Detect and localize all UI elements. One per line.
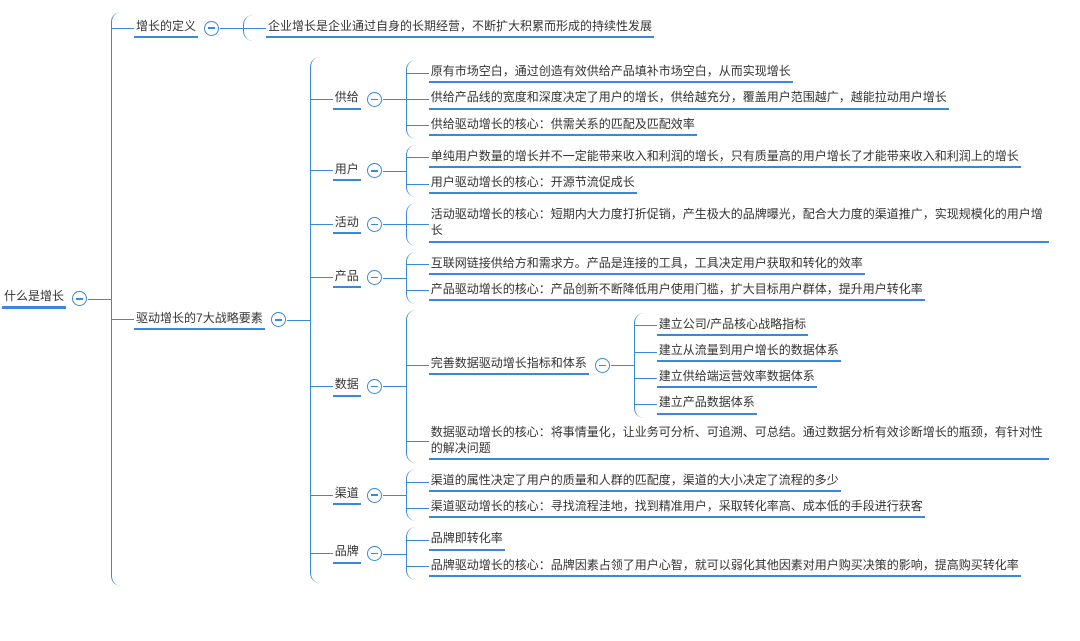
collapse-icon[interactable]	[595, 358, 610, 373]
node-supply: 供给 原有市场空白，通过创造有效供给产品填补市场空白，从而实现增长 供给产品线的…	[311, 57, 1049, 142]
leaf: 建立公司/产品核心战略指标	[657, 316, 808, 336]
collapse-icon[interactable]	[72, 291, 87, 306]
leaf: 渠道驱动增长的核心：寻找流程洼地，找到精准用户，采取转化率高、成本低的手段进行获…	[429, 498, 925, 518]
data-system-label: 完善数据驱动增长指标和体系	[429, 355, 589, 375]
node-product: 产品 互联网链接供给方和需求方。产品是连接的工具，工具决定用户获取和转化的效率 …	[311, 249, 1049, 307]
node-data-system: 完善数据驱动增长指标和体系 建立公司/产品核心战略指标 建立从流量到用户增长的数…	[407, 310, 1049, 421]
brand-label: 品牌	[333, 543, 361, 563]
node-data: 数据 完善数据驱动增长指标和体系	[311, 307, 1049, 466]
leaf: 建立产品数据体系	[657, 394, 757, 414]
collapse-icon[interactable]	[367, 488, 382, 503]
node-activity: 活动 活动驱动增长的核心：短期内大力度打折促销，产生极大的品牌曝光，配合大力度的…	[311, 200, 1049, 248]
collapse-icon[interactable]	[367, 270, 382, 285]
node-root: 什么是增长 增长的定义 企业增长是企业通过自身的长期经营，不断扩大积累而形成的持…	[2, 12, 1049, 586]
children-definition: 企业增长是企业通过自身的长期经营，不断扩大积累而形成的持续性发展	[243, 15, 654, 41]
node-definition: 增长的定义 企业增长是企业通过自身的长期经营，不断扩大积累而形成的持续性发展	[112, 12, 1049, 44]
node-7factors: 驱动增长的7大战略要素 供给 原有市场空白，通过创造	[112, 54, 1049, 586]
leaf: 渠道的属性决定了用户的质量和人群的匹配度，渠道的大小决定了流程的多少	[429, 472, 841, 492]
leaf: 建立从流量到用户增长的数据体系	[657, 342, 841, 362]
product-label: 产品	[333, 268, 361, 288]
collapse-icon[interactable]	[367, 379, 382, 394]
node-brand: 品牌 品牌即转化率 品牌驱动增长的核心：品牌因素占领了用户心智，就可以弱化其他因…	[311, 524, 1049, 582]
leaf: 品牌即转化率	[429, 530, 505, 550]
root-label: 什么是增长	[2, 288, 66, 309]
node-user: 用户 单纯用户数量的增长并不一定能带来收入和利润的增长，只有质量高的用户增长了才…	[311, 142, 1049, 200]
leaf: 产品驱动增长的核心：产品创新不断降低用户使用门槛，扩大目标用户群体，提升用户转化…	[429, 281, 925, 301]
leaf: 数据驱动增长的核心：将事情量化，让业务可分析、可追溯、可总结。通过数据分析有效诊…	[429, 424, 1049, 460]
children-7factors: 供给 原有市场空白，通过创造有效供给产品填补市场空白，从而实现增长 供给产品线的…	[310, 57, 1049, 583]
leaf: 原有市场空白，通过创造有效供给产品填补市场空白，从而实现增长	[429, 63, 793, 83]
leaf: 活动驱动增长的核心：短期内大力度打折促销，产生极大的品牌曝光，配合大力度的渠道推…	[429, 206, 1049, 242]
leaf: 单纯用户数量的增长并不一定能带来收入和利润的增长，只有质量高的用户增长了才能带来…	[429, 148, 1021, 168]
definition-label: 增长的定义	[134, 18, 198, 38]
leaf: 供给驱动增长的核心：供需关系的匹配及匹配效率	[429, 116, 697, 136]
activity-label: 活动	[333, 214, 361, 234]
leaf: 互联网链接供给方和需求方。产品是连接的工具，工具决定用户获取和转化的效率	[429, 255, 865, 275]
collapse-icon[interactable]	[367, 546, 382, 561]
collapse-icon[interactable]	[367, 217, 382, 232]
user-label: 用户	[333, 161, 361, 181]
data-label: 数据	[333, 376, 361, 396]
leaf: 企业增长是企业通过自身的长期经营，不断扩大积累而形成的持续性发展	[266, 18, 654, 38]
leaf: 用户驱动增长的核心：开源节流促成长	[429, 174, 637, 194]
children-l1: 增长的定义 企业增长是企业通过自身的长期经营，不断扩大积累而形成的持续性发展 驱…	[111, 12, 1049, 586]
collapse-icon[interactable]	[271, 312, 286, 327]
collapse-icon[interactable]	[367, 163, 382, 178]
channel-label: 渠道	[333, 485, 361, 505]
leaf: 品牌驱动增长的核心：品牌因素占领了用户心智，就可以弱化其他因素对用户购买决策的影…	[429, 557, 1021, 577]
node-channel: 渠道 渠道的属性决定了用户的质量和人群的匹配度，渠道的大小决定了流程的多少 渠道…	[311, 466, 1049, 524]
leaf: 供给产品线的宽度和深度决定了用户的增长，供给越充分，覆盖用户范围越广，越能拉动用…	[429, 89, 949, 109]
7factors-label: 驱动增长的7大战略要素	[134, 310, 265, 330]
leaf: 建立供给端运营效率数据体系	[657, 368, 817, 388]
mindmap-root: 什么是增长 增长的定义 企业增长是企业通过自身的长期经营，不断扩大积累而形成的持…	[2, 12, 1068, 586]
collapse-icon[interactable]	[204, 21, 219, 36]
supply-label: 供给	[333, 89, 361, 109]
collapse-icon[interactable]	[367, 92, 382, 107]
